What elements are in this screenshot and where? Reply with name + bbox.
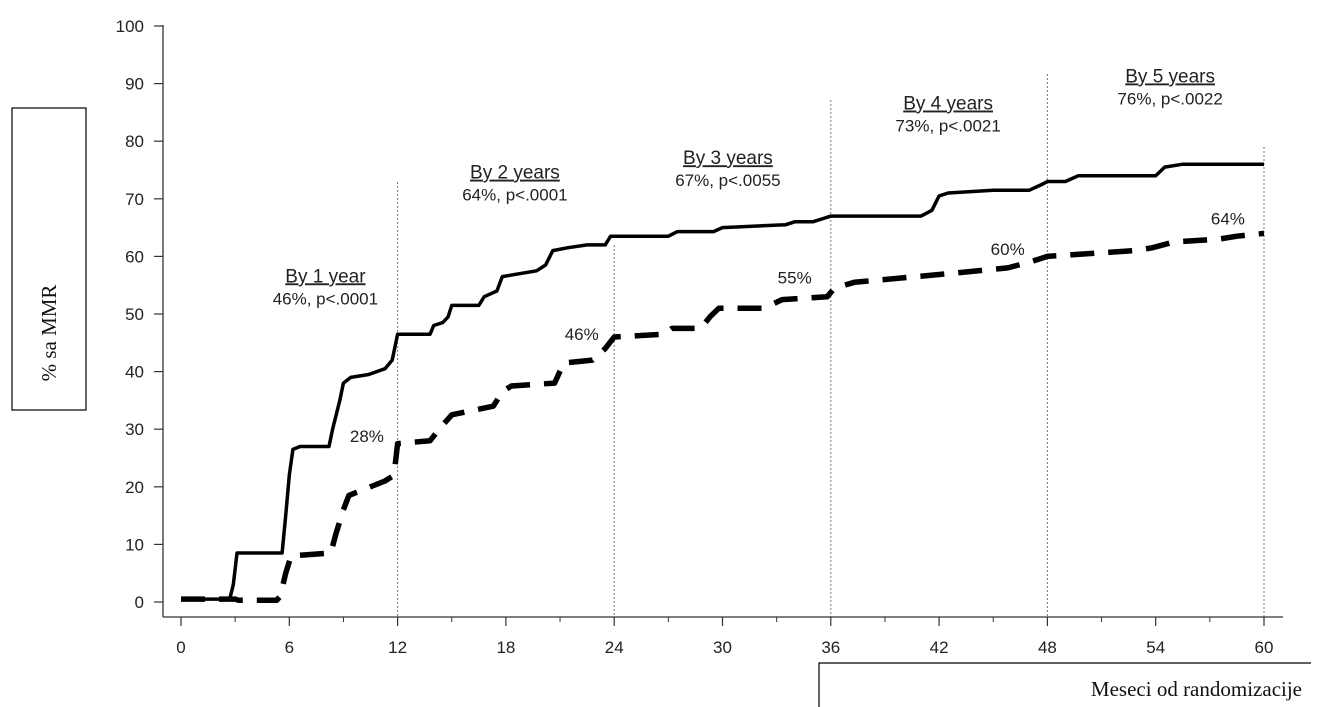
x-axis-title: Meseci od randomizacije [1091,677,1302,701]
y-axis-title: % sa MMR [37,285,61,382]
annotation-stat: 76%, p<.0022 [1117,89,1222,108]
series-line-dashed [181,230,1265,604]
milestone-lines [397,74,1265,617]
x-tick-label-42: 42 [930,638,949,657]
y-tick-label-40: 40 [125,363,144,382]
point-label-3: 55% [778,268,812,287]
y-tick-label-0: 0 [135,593,144,612]
point-label-1: 28% [350,427,384,446]
annotation-stat: 64%, p<.0001 [462,186,567,205]
x-tick-label-24: 24 [605,638,624,657]
point-label-layer: 28% 46% 55% 60% 64% [350,210,1245,446]
y-tick-label-90: 90 [125,75,144,94]
x-tick-label-6: 6 [285,638,294,657]
annotation-stat: 46%, p<.0001 [273,289,378,308]
annotation-4: By 4 years 73%, p<.0021 [895,94,1000,136]
x-tick-label-0: 0 [176,638,185,657]
annotation-title: By 1 year [285,266,366,287]
y-axis-title-box: % sa MMR [11,107,87,411]
x-ticks: 0 6 12 18 24 30 36 42 48 54 60 [176,617,1273,657]
annotation-1: By 1 year 46%, p<.0001 [273,266,378,308]
x-tick-label-54: 54 [1146,638,1165,657]
y-tick-label-10: 10 [125,535,144,554]
x-tick-label-48: 48 [1038,638,1057,657]
x-tick-label-18: 18 [496,638,515,657]
y-tick-label-50: 50 [125,305,144,324]
x-axis-title-box: Meseci od randomizacije [818,662,1311,707]
point-label-4: 60% [991,240,1025,259]
annotation-layer: By 1 year 46%, p<.0001 By 2 years 64%, p<.0… [273,66,1223,308]
y-ticks: 0 10 20 30 40 50 60 70 80 90 100 [116,17,163,612]
annotation-2: By 2 years 64%, p<.0001 [462,163,567,205]
point-label-2: 46% [565,325,599,344]
annotation-title: By 2 years [470,163,560,184]
y-tick-label-100: 100 [116,17,144,36]
series-layer [181,162,1265,604]
annotation-title: By 5 years [1125,66,1215,87]
x-tick-label-30: 30 [713,638,732,657]
y-tick-label-70: 70 [125,190,144,209]
annotation-title: By 3 years [683,148,773,169]
y-tick-label-80: 80 [125,132,144,151]
annotation-3: By 3 years 67%, p<.0055 [675,148,780,190]
annotation-5: By 5 years 76%, p<.0022 [1117,66,1222,108]
x-tick-label-36: 36 [821,638,840,657]
y-tick-label-20: 20 [125,478,144,497]
x-tick-label-12: 12 [388,638,407,657]
y-tick-label-60: 60 [125,247,144,266]
annotation-stat: 73%, p<.0021 [895,117,1000,136]
annotation-title: By 4 years [903,94,993,115]
x-tick-label-60: 60 [1255,638,1274,657]
y-tick-label-30: 30 [125,420,144,439]
series-line-solid [181,162,1264,601]
annotation-stat: 67%, p<.0055 [675,171,780,190]
axes [162,25,1283,618]
point-label-5: 64% [1211,210,1245,229]
